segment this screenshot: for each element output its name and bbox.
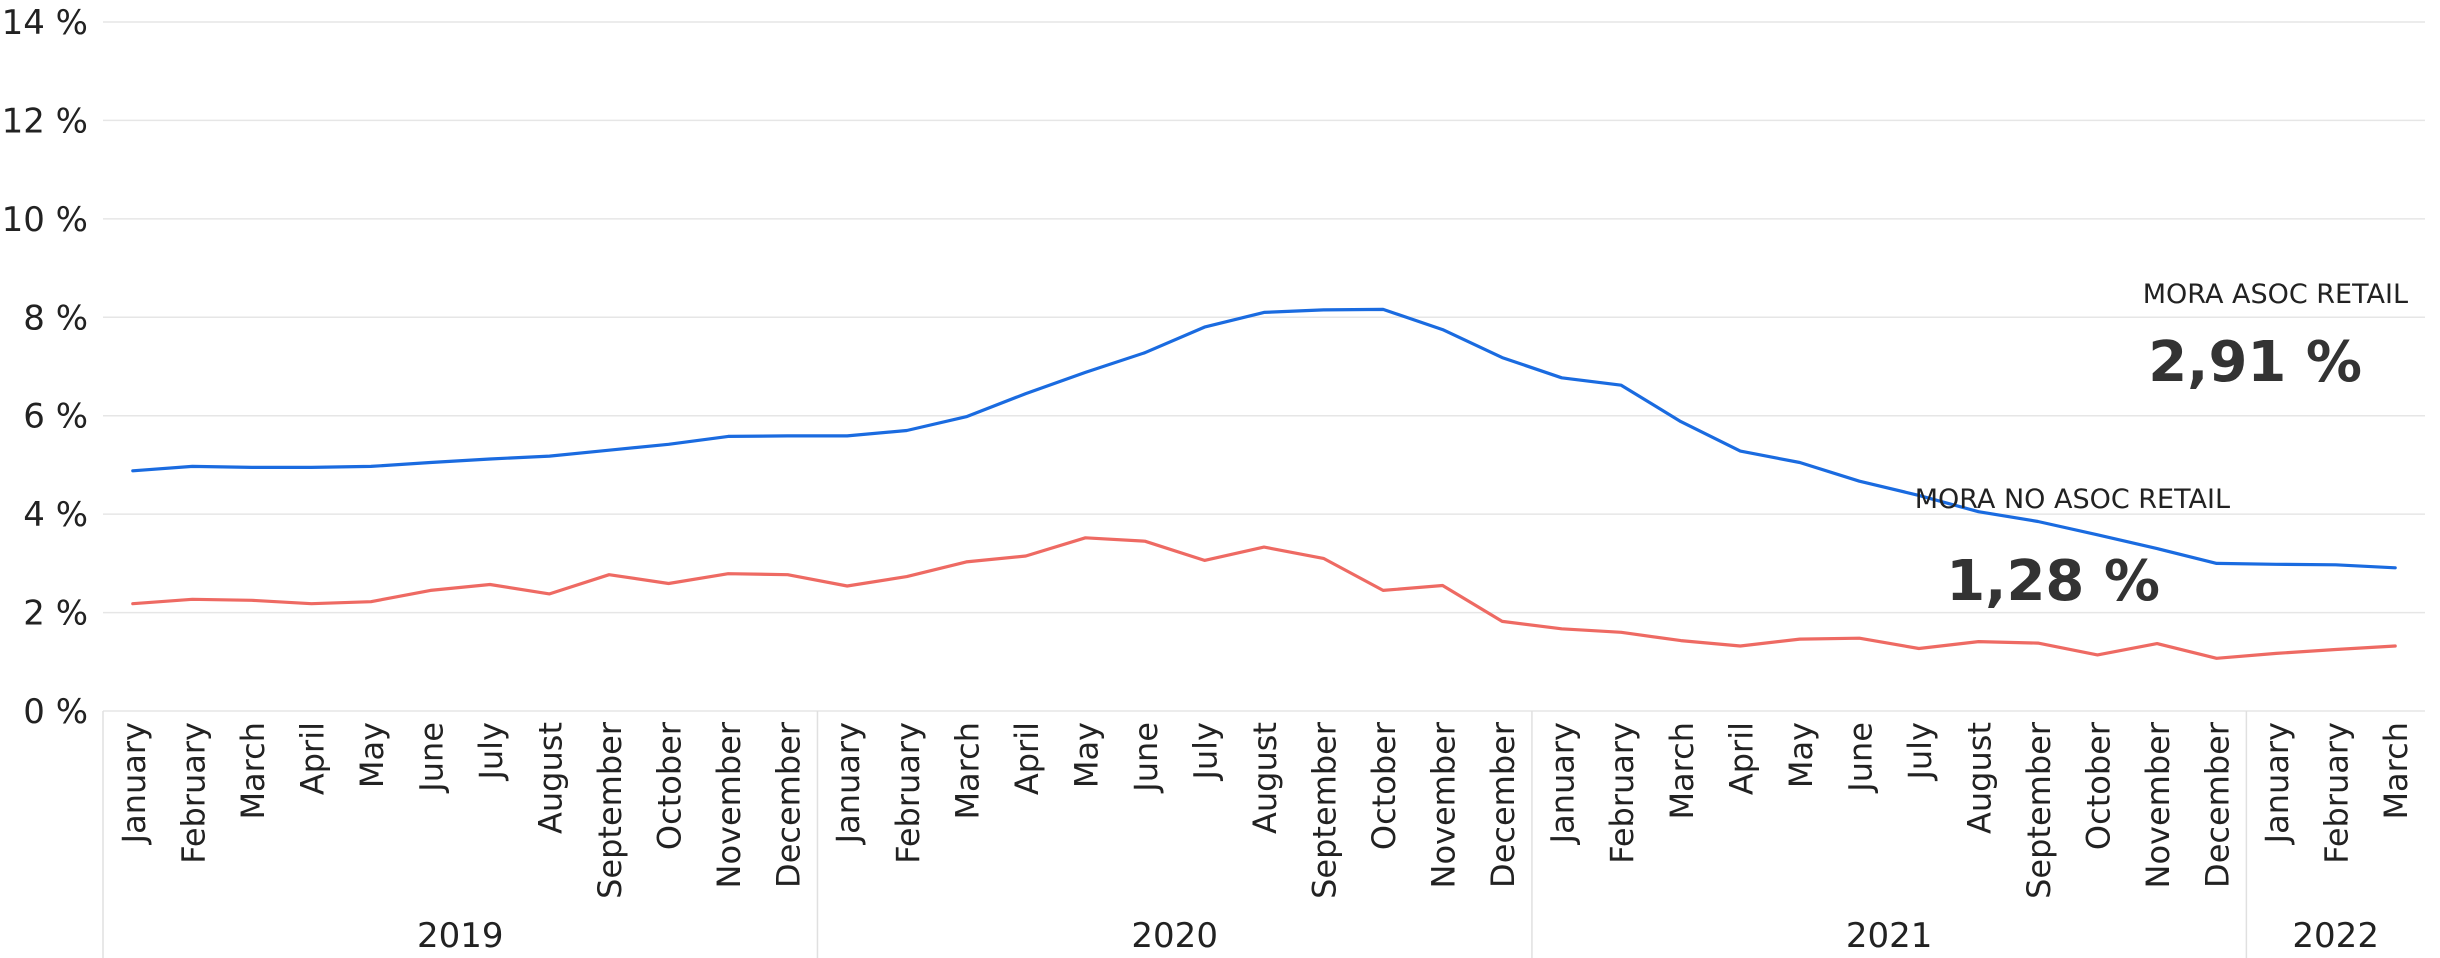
y-tick-label: 6 % bbox=[23, 397, 88, 437]
x-tick-label: April bbox=[293, 722, 331, 795]
x-tick-label: March bbox=[2377, 722, 2415, 820]
x-tick-label: December bbox=[2199, 721, 2237, 888]
x-tick-label: August bbox=[1246, 722, 1284, 834]
x-tick-label: January bbox=[1544, 722, 1582, 845]
x-tick-label: June bbox=[412, 722, 450, 794]
x-tick-label: December bbox=[770, 721, 808, 888]
x-axis: January February March April May June July Augu… bbox=[102, 711, 2415, 958]
x-tick-label: March bbox=[948, 722, 986, 820]
x-tick-label: April bbox=[1008, 722, 1046, 795]
series-line-asoc bbox=[131, 307, 2397, 570]
y-tick-label: 10 % bbox=[2, 200, 88, 240]
x-tick-label: February bbox=[174, 722, 212, 864]
x-tick-label: January bbox=[829, 722, 867, 845]
x-tick-label: October bbox=[2080, 721, 2118, 850]
y-tick-label: 0 % bbox=[23, 692, 88, 732]
x-tick-label: March bbox=[1663, 722, 1701, 820]
x-tick-label: July bbox=[472, 722, 510, 782]
x-tick-label: September bbox=[1306, 721, 1344, 899]
x-tick-label: July bbox=[1186, 722, 1224, 782]
series-value-asoc: 2,91 % bbox=[2148, 330, 2362, 395]
x-tick-label: November bbox=[2139, 721, 2177, 888]
x-tick-label: May bbox=[1067, 722, 1105, 788]
x-tick-label: August bbox=[532, 722, 570, 834]
y-tick-label: 12 % bbox=[2, 101, 88, 141]
series-name-asoc: MORA ASOC RETAIL bbox=[2143, 279, 2408, 310]
x-tick-label: May bbox=[353, 722, 391, 788]
y-tick-label: 14 % bbox=[2, 3, 88, 43]
y-axis: 0 % 2 % 4 % 6 % 8 % 10 % 12 % 14 % bbox=[2, 3, 88, 732]
x-tick-label: January bbox=[115, 722, 153, 845]
year-label: 2021 bbox=[1846, 916, 1933, 956]
x-tick-label: May bbox=[1782, 722, 1820, 788]
x-tick-label: June bbox=[1841, 722, 1879, 794]
series-lines bbox=[131, 307, 2397, 660]
x-tick-label: January bbox=[2258, 722, 2296, 845]
x-tick-label: July bbox=[1901, 722, 1939, 782]
series-line-no-asoc bbox=[131, 536, 2397, 660]
x-tick-label: October bbox=[1365, 721, 1403, 850]
y-tick-label: 8 % bbox=[23, 298, 88, 338]
x-tick-label: March bbox=[234, 722, 272, 820]
x-tick-label: August bbox=[1960, 722, 1998, 834]
series-value-no-asoc: 1,28 % bbox=[1946, 549, 2160, 614]
x-tick-label: November bbox=[1425, 721, 1463, 888]
year-label: 2019 bbox=[417, 916, 504, 956]
x-tick-label: September bbox=[2020, 721, 2058, 899]
series-label-asoc: MORA ASOC RETAIL 2,91 % bbox=[2143, 279, 2408, 395]
y-tick-label: 2 % bbox=[23, 594, 88, 634]
x-tick-label: June bbox=[1127, 722, 1165, 794]
y-tick-label: 4 % bbox=[23, 495, 88, 535]
x-tick-label: February bbox=[889, 722, 927, 864]
year-label: 2020 bbox=[1131, 916, 1218, 956]
gridlines bbox=[103, 21, 2425, 712]
x-tick-label: December bbox=[1484, 721, 1522, 888]
x-tick-label: October bbox=[651, 721, 689, 850]
x-tick-label: February bbox=[1603, 722, 1641, 864]
x-tick-label: February bbox=[2318, 722, 2356, 864]
year-label: 2022 bbox=[2292, 916, 2379, 956]
x-tick-label: April bbox=[1722, 722, 1760, 795]
series-name-no-asoc: MORA NO ASOC RETAIL bbox=[1915, 484, 2230, 515]
x-tick-label: September bbox=[591, 721, 629, 899]
x-tick-label: November bbox=[710, 721, 748, 888]
series-label-no-asoc: MORA NO ASOC RETAIL 1,28 % bbox=[1915, 484, 2230, 614]
